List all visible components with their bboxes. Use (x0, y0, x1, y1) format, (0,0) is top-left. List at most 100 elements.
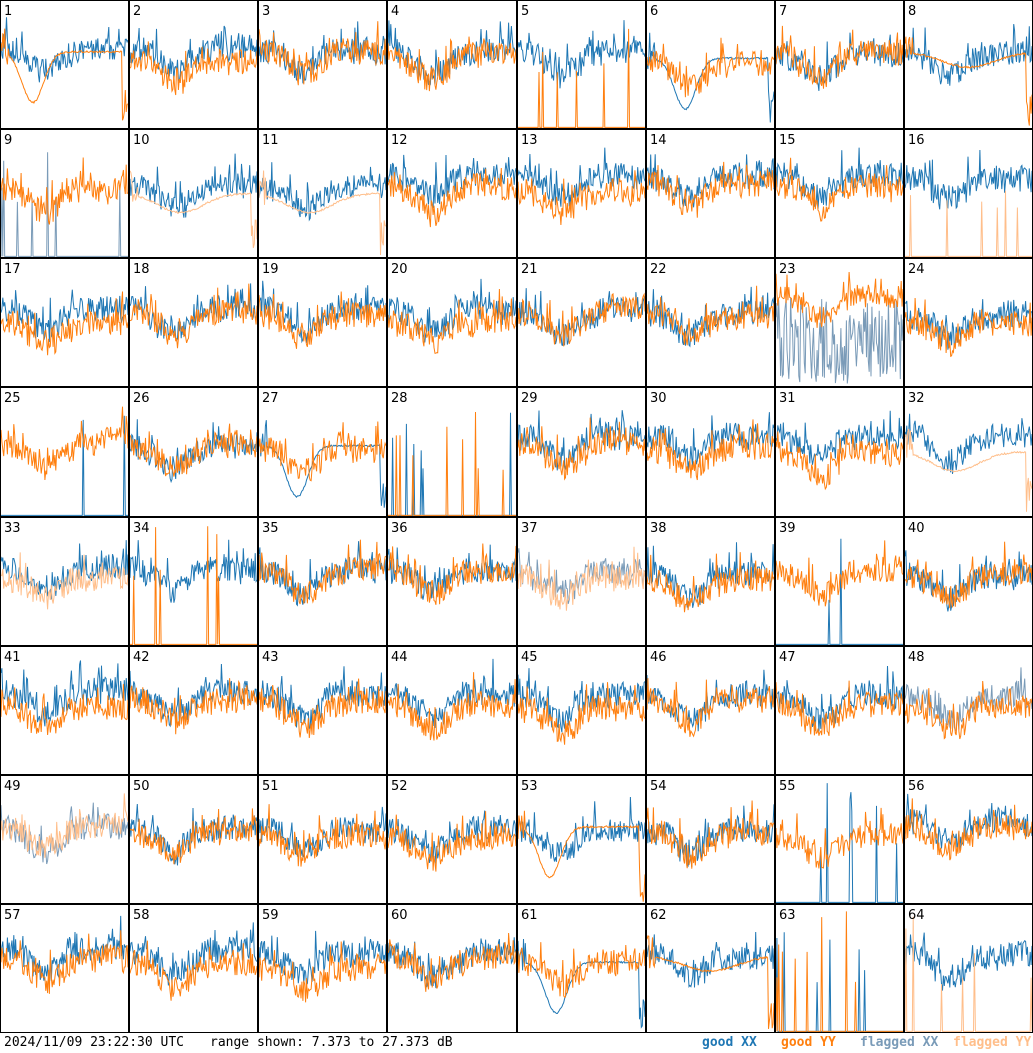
panel-label-49: 49 (4, 779, 21, 794)
panel-3: 3 (258, 0, 387, 129)
series-yy-5 (518, 28, 645, 128)
panel-23: 23 (775, 258, 904, 387)
panel-label-62: 62 (650, 908, 667, 923)
panel-11: 11 (258, 129, 387, 258)
series-yy-8 (904, 36, 1033, 126)
series-yy-25 (0, 406, 129, 481)
series-xx-28 (388, 412, 516, 516)
series-yy-51 (258, 804, 387, 867)
panel-50: 50 (129, 775, 258, 904)
panel-frame-19 (258, 258, 387, 387)
panel-frame-43 (258, 646, 387, 775)
panel-frame-25 (0, 387, 129, 517)
series-yy-10 (129, 170, 258, 249)
panel-label-36: 36 (391, 521, 408, 536)
panel-label-38: 38 (650, 521, 667, 536)
panel-frame-22 (646, 258, 775, 387)
panel-label-58: 58 (133, 908, 150, 923)
panel-label-50: 50 (133, 779, 150, 794)
panel-label-16: 16 (908, 133, 925, 148)
panel-frame-44 (387, 646, 517, 775)
panel-frame-17 (0, 258, 129, 387)
series-xx-3 (258, 21, 387, 84)
panel-12: 12 (387, 129, 517, 258)
panel-label-28: 28 (391, 391, 408, 406)
panel-frame-13 (517, 129, 646, 258)
series-yy-15 (775, 157, 904, 222)
series-yy-14 (646, 161, 775, 218)
panel-label-19: 19 (262, 262, 279, 277)
panel-label-64: 64 (908, 908, 925, 923)
panel-frame-58 (129, 904, 258, 1033)
series-yy-1 (0, 28, 129, 121)
series-yy-31 (775, 431, 904, 491)
panel-frame-62 (646, 904, 775, 1033)
series-xx-14 (646, 154, 775, 208)
panel-37: 37 (517, 517, 646, 646)
panel-label-31: 31 (779, 391, 796, 406)
panel-36: 36 (387, 517, 517, 646)
panel-label-45: 45 (521, 650, 538, 665)
series-yy-3 (258, 21, 387, 86)
series-yy-19 (258, 291, 387, 349)
panel-16: 16 (904, 129, 1033, 258)
panel-label-6: 6 (650, 4, 658, 19)
panel-frame-5 (517, 0, 646, 129)
panel-frame-36 (387, 517, 517, 646)
panel-frame-34 (129, 517, 258, 646)
panel-frame-1 (0, 0, 129, 129)
series-yy-29 (517, 417, 646, 481)
panel-25: 25 (0, 387, 129, 517)
panel-frame-35 (258, 517, 387, 646)
panel-label-51: 51 (262, 779, 279, 794)
panel-label-56: 56 (908, 779, 925, 794)
series-yy-17 (0, 291, 129, 356)
series-xx-16 (904, 149, 1033, 210)
panel-52: 52 (387, 775, 517, 904)
series-yy-63 (775, 911, 903, 1032)
series-yy-54 (646, 800, 775, 869)
series-yy-24 (904, 297, 1033, 358)
series-yy-7 (775, 25, 904, 89)
panel-14: 14 (646, 129, 775, 258)
panel-frame-51 (258, 775, 387, 904)
series-yy-55 (775, 807, 904, 869)
panel-label-13: 13 (521, 133, 538, 148)
panel-53: 53 (517, 775, 646, 904)
series-yy-40 (904, 541, 1033, 609)
series-yy-61 (517, 942, 646, 998)
series-xx-48 (904, 667, 1033, 732)
panel-frame-63 (775, 904, 904, 1033)
panel-44: 44 (387, 646, 517, 775)
series-yy-30 (646, 419, 775, 481)
panel-frame-15 (775, 129, 904, 258)
panel-frame-45 (517, 646, 646, 775)
series-xx-7 (775, 32, 904, 91)
series-yy-13 (517, 170, 646, 226)
panel-59: 59 (258, 904, 387, 1033)
series-xx-13 (517, 147, 646, 207)
panel-label-42: 42 (133, 650, 150, 665)
series-yy-11 (258, 170, 387, 256)
series-xx-49 (0, 802, 129, 865)
series-xx-21 (517, 288, 646, 347)
series-yy-53 (517, 810, 646, 902)
panel-label-4: 4 (391, 4, 399, 19)
panel-13: 13 (517, 129, 646, 258)
series-xx-15 (775, 147, 904, 210)
panel-label-55: 55 (779, 779, 796, 794)
panel-2: 2 (129, 0, 258, 129)
panel-43: 43 (258, 646, 387, 775)
series-xx-27 (258, 420, 387, 508)
series-yy-49 (0, 793, 129, 858)
panel-label-2: 2 (133, 4, 141, 19)
footer-bar: 2024/11/09 23:22:30 UTC range shown: 7.3… (0, 1033, 1033, 1053)
panel-label-40: 40 (908, 521, 925, 536)
panel-frame-29 (517, 387, 646, 517)
series-yy-36 (387, 543, 517, 605)
series-xx-9 (0, 152, 128, 257)
series-yy-34 (130, 526, 257, 645)
series-yy-4 (387, 36, 517, 92)
panel-45: 45 (517, 646, 646, 775)
panel-24: 24 (904, 258, 1033, 387)
